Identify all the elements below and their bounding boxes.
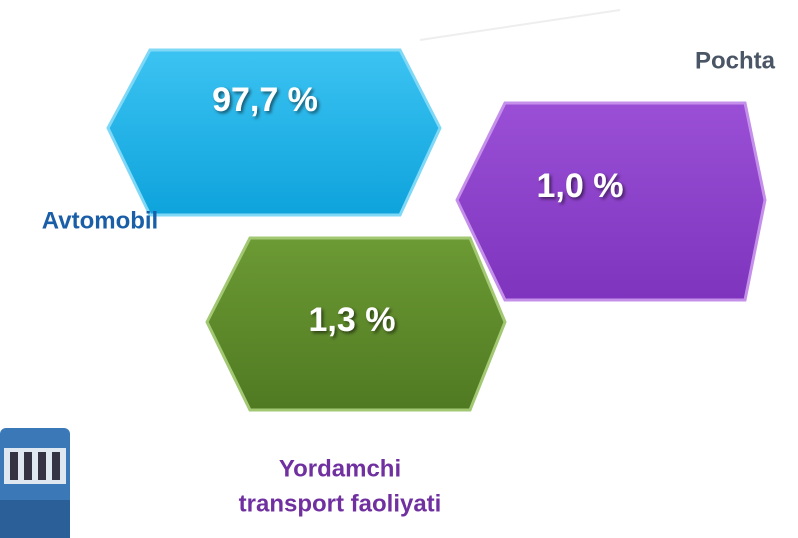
node-label: Pochta	[695, 47, 776, 74]
node-label: Yordamchi	[279, 455, 401, 482]
value-label: 97,7 %	[212, 81, 318, 119]
hexagon	[108, 50, 440, 215]
node-label: transport faoliyati	[239, 490, 442, 517]
value-label: 1,3 %	[309, 301, 396, 339]
decor-line	[420, 10, 620, 40]
node-label: Avtomobil	[42, 207, 158, 234]
bus-icon	[0, 428, 70, 538]
infographic: 97,7 % 1,0 % 1,3 % Avtomobil Pochta Yord…	[0, 0, 798, 538]
value-label: 1,0 %	[537, 167, 624, 205]
